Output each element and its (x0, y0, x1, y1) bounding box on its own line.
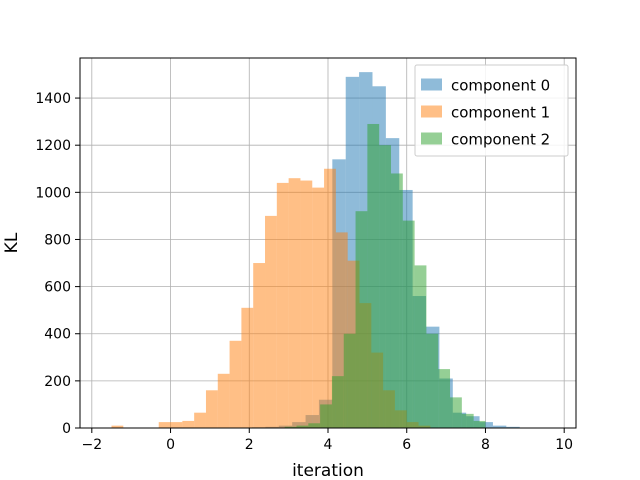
histogram-bar (320, 404, 332, 428)
y-tick-label: 1400 (35, 91, 71, 107)
histogram-bar (205, 390, 218, 428)
histogram-bar (241, 307, 254, 428)
legend-label: component 0 (451, 77, 550, 95)
x-tick-label: 6 (402, 437, 411, 453)
histogram-bar (492, 425, 507, 428)
histogram-bar (182, 420, 195, 428)
histogram-bar (194, 412, 206, 428)
y-tick-label: 0 (62, 421, 71, 437)
y-tick-label: 200 (44, 374, 71, 390)
histogram-bar (170, 422, 183, 428)
histogram-bar (390, 173, 403, 428)
x-tick-label: −2 (81, 437, 102, 453)
histogram-bar (296, 425, 309, 428)
histogram-bar (402, 220, 415, 428)
legend: component 0 component 1 component 2 (414, 64, 569, 157)
legend-label: component 2 (451, 131, 550, 149)
y-tick-label: 1000 (35, 185, 71, 201)
y-tick-label: 400 (44, 327, 71, 343)
legend-swatch (421, 132, 442, 145)
series-2-bars (284, 123, 486, 429)
histogram-bar (300, 180, 313, 428)
histogram-bar (473, 420, 486, 428)
histogram-bar (355, 211, 368, 428)
axis-ticks: −2 0 2 4 6 8 10 0 200 400 600 800 1000 1200 1400 (35, 91, 573, 453)
histogram-bar (343, 333, 356, 428)
x-tick-label: 4 (324, 437, 333, 453)
histogram-bar (367, 123, 380, 429)
histogram-bar (379, 145, 391, 428)
x-tick-label: 2 (245, 437, 254, 453)
histogram-bar (461, 413, 474, 428)
x-tick-label: 10 (555, 437, 573, 453)
histogram-bar (324, 168, 336, 428)
histogram-bars (111, 72, 520, 429)
histogram-bar (506, 426, 520, 428)
y-tick-label: 1200 (35, 138, 71, 154)
y-tick-label: 600 (44, 280, 71, 296)
histogram-bar (276, 182, 289, 428)
histogram-bar (426, 333, 439, 428)
histogram-bar (479, 422, 493, 428)
histogram-bar (288, 178, 301, 428)
histogram-bar (284, 426, 297, 428)
histogram-bar (158, 422, 171, 428)
x-tick-label: 0 (166, 437, 175, 453)
histogram-bar (253, 263, 266, 428)
histogram-bar (265, 215, 277, 428)
legend-swatch (421, 78, 442, 91)
histogram-bar (229, 340, 242, 428)
histogram-bar (217, 373, 230, 428)
histogram-bar (308, 423, 321, 428)
histogram-bar (331, 376, 344, 428)
histogram-bar (414, 265, 427, 428)
histogram-bar (111, 425, 124, 428)
legend-label: component 1 (451, 104, 550, 122)
y-tick-label: 800 (44, 232, 71, 248)
histogram-bar (335, 232, 348, 428)
histogram-bar (438, 369, 451, 428)
histogram-bar (450, 397, 462, 428)
y-axis-title: KL (2, 232, 22, 253)
x-tick-label: 8 (481, 437, 490, 453)
legend-swatch (421, 105, 442, 118)
legend-box (414, 64, 569, 157)
x-axis-title: iteration (292, 461, 364, 480)
histogram-bar (312, 187, 325, 428)
